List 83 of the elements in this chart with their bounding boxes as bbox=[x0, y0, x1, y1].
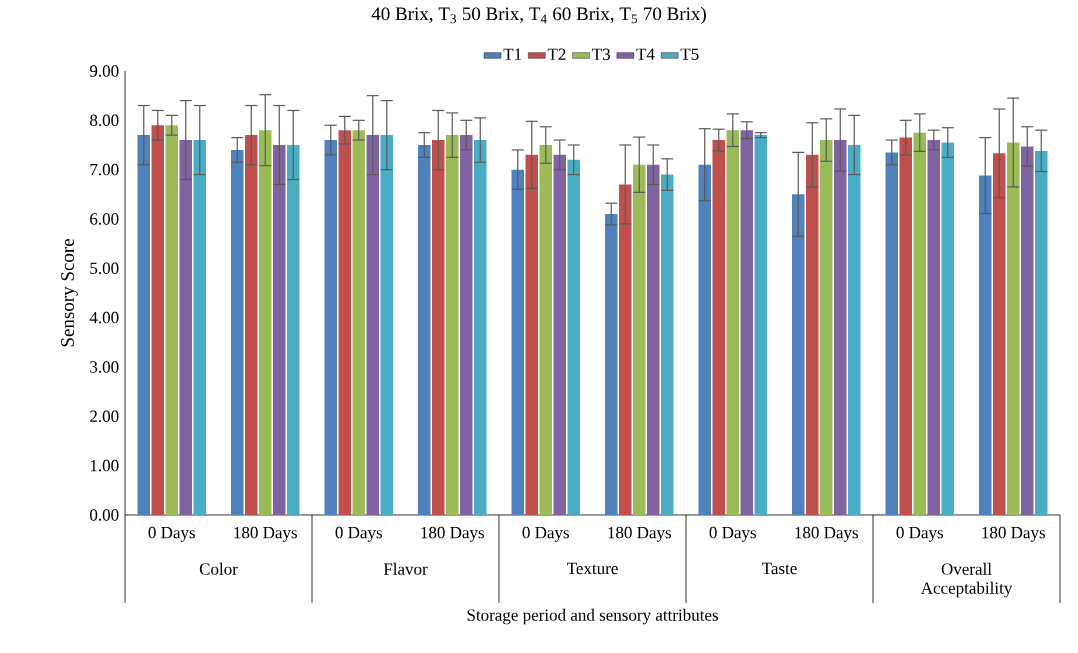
bar bbox=[647, 164, 660, 515]
bar bbox=[287, 144, 300, 515]
bar bbox=[567, 159, 581, 515]
x-tick-label: 0 Days bbox=[896, 526, 943, 542]
y-tick-label: 8.00 bbox=[90, 114, 119, 127]
bar bbox=[792, 194, 805, 515]
bar bbox=[460, 135, 473, 515]
bar bbox=[848, 144, 861, 515]
text: Flavor bbox=[383, 562, 428, 575]
y-tick-label: 0.00 bbox=[90, 509, 119, 521]
x-tick-label: 180 Days bbox=[982, 526, 1045, 542]
bar bbox=[820, 140, 833, 515]
x-axis-title: Storage period and sensory attributes bbox=[467, 608, 718, 625]
bar bbox=[324, 140, 338, 515]
bar bbox=[338, 130, 352, 515]
text: Overall Acceptability bbox=[920, 562, 1013, 598]
x-tick-label: 180 Days bbox=[608, 526, 671, 542]
bar bbox=[899, 137, 913, 515]
bar bbox=[259, 130, 272, 515]
bar bbox=[137, 135, 151, 515]
y-tick-label: 6.00 bbox=[90, 213, 119, 225]
x-tick-label: 0 Days bbox=[148, 526, 195, 542]
bar bbox=[525, 154, 539, 515]
bar bbox=[993, 153, 1006, 515]
bar bbox=[661, 174, 674, 515]
bar bbox=[151, 125, 165, 515]
bar bbox=[474, 140, 487, 515]
bar bbox=[511, 169, 525, 515]
y-tick-label: 3.00 bbox=[90, 361, 119, 373]
legend-label: T1 bbox=[503, 48, 522, 60]
bar bbox=[979, 175, 992, 515]
bar bbox=[1007, 142, 1020, 515]
y-tick-label: 2.00 bbox=[90, 410, 119, 423]
x-tick-label: 0 Days bbox=[709, 526, 756, 542]
bar bbox=[1021, 146, 1034, 515]
bar bbox=[165, 125, 179, 515]
bar bbox=[179, 140, 193, 515]
legend-label: T3 bbox=[592, 48, 610, 60]
bar bbox=[352, 130, 366, 515]
legend-label: T2 bbox=[547, 48, 566, 60]
bar bbox=[726, 130, 740, 515]
bar bbox=[418, 144, 431, 515]
bar bbox=[553, 154, 567, 515]
bar bbox=[539, 144, 553, 515]
y-tick-label: 1.00 bbox=[90, 459, 119, 472]
bar bbox=[740, 130, 754, 515]
bar bbox=[231, 149, 244, 515]
bar bbox=[834, 140, 847, 515]
x-tick-label: 0 Days bbox=[335, 526, 382, 542]
bar bbox=[633, 164, 646, 515]
bar bbox=[619, 184, 632, 515]
y-tick-label: 4.00 bbox=[89, 311, 119, 324]
y-tick-label: 9.00 bbox=[89, 65, 119, 77]
y-tick-label: 5.00 bbox=[90, 262, 119, 275]
x-tick-label: 180 Days bbox=[795, 526, 858, 542]
bar bbox=[712, 140, 726, 515]
text: Color bbox=[199, 562, 238, 575]
bar bbox=[605, 214, 618, 515]
bar bbox=[698, 164, 712, 515]
x-tick-label: 0 Days bbox=[522, 526, 569, 542]
bar bbox=[366, 135, 380, 515]
chart-title: 40 Brix, T$_{3}$ 50 Brix, T$_{4}$ 60 Brix, T$_{5}$ 70 Brix) bbox=[371, 6, 706, 25]
bar bbox=[380, 135, 394, 515]
y-tick-label: 7.00 bbox=[90, 163, 119, 176]
bar bbox=[1035, 150, 1048, 515]
legend-label: T4 bbox=[636, 48, 655, 60]
text: Taste bbox=[762, 562, 797, 575]
legend-label: T5 bbox=[680, 48, 699, 60]
bar bbox=[446, 135, 459, 515]
bar bbox=[432, 140, 445, 515]
bar bbox=[806, 154, 819, 515]
bar bbox=[245, 135, 258, 515]
x-tick-label: 180 Days bbox=[421, 526, 484, 542]
bar bbox=[941, 142, 955, 515]
text: Texture bbox=[566, 562, 618, 575]
bar bbox=[754, 135, 768, 515]
bar bbox=[913, 132, 927, 515]
bar bbox=[193, 140, 207, 515]
bar bbox=[273, 144, 286, 515]
bar bbox=[885, 152, 899, 515]
bar bbox=[927, 140, 941, 515]
x-tick-label: 180 Days bbox=[234, 526, 297, 542]
y-axis-title: Sensory Score bbox=[61, 239, 78, 347]
